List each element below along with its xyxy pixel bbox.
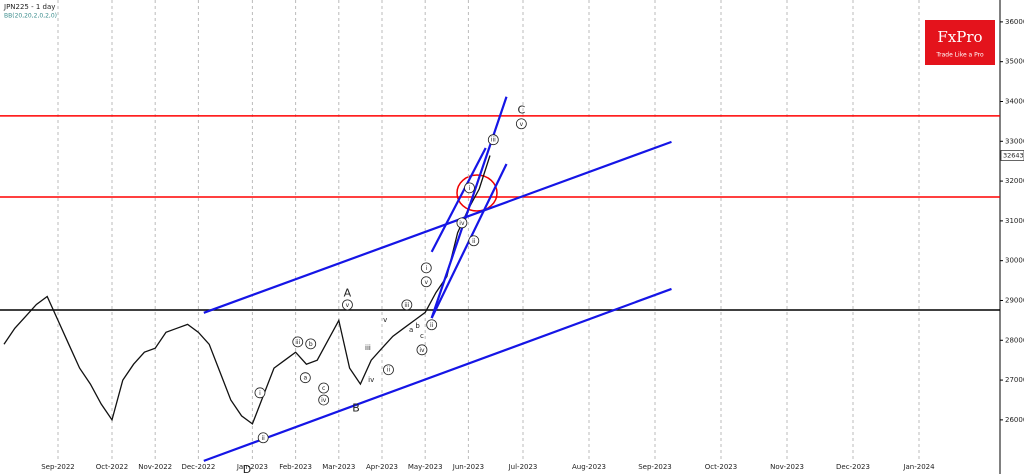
x-tick-label: Sep-2023	[638, 463, 672, 471]
wave-label: c	[322, 385, 325, 392]
wave-label: v	[520, 121, 524, 128]
trend-line	[203, 287, 672, 462]
wave-label: ii	[387, 367, 391, 374]
x-tick-label: Jan-2023	[236, 463, 268, 471]
x-tick-label: Oct-2023	[705, 463, 737, 471]
wave-label: iv	[321, 397, 327, 404]
x-tick-label: Oct-2022	[96, 463, 128, 471]
wave-circle	[420, 276, 432, 288]
wave-label: iii	[365, 344, 371, 352]
wave-circle	[305, 338, 317, 350]
x-tick-label: Mar-2023	[322, 463, 355, 471]
wave-label: ii	[472, 238, 476, 245]
wave-label: v	[346, 302, 350, 309]
logo-box	[925, 20, 995, 65]
y-tick-label: 31000	[1005, 217, 1024, 225]
wave-circle	[342, 299, 353, 311]
wave-circle	[468, 235, 480, 247]
wave-circle	[318, 394, 330, 406]
wave-circle	[464, 182, 475, 194]
wave-label: a	[303, 375, 307, 382]
x-tick-label: Feb-2023	[279, 463, 312, 471]
trend-line	[430, 96, 508, 319]
trend-line	[430, 147, 487, 253]
y-tick-label: 29000	[1005, 296, 1024, 304]
wave-circle	[257, 432, 269, 444]
wave-label: ii	[262, 435, 266, 442]
wave-circle	[416, 344, 428, 356]
x-tick-label: Dec-2022	[181, 463, 215, 471]
wave-label: A	[344, 286, 352, 299]
y-tick-label: 30000	[1005, 257, 1024, 265]
chart-title: JPN225 - 1 day	[3, 3, 55, 11]
logo-tagline: Trade Like a Pro	[935, 52, 984, 59]
wave-circle	[515, 118, 527, 130]
price-marker-label: 32643	[1003, 151, 1024, 159]
wave-label: iii	[295, 339, 300, 346]
wave-label: b	[309, 341, 313, 348]
wave-label: B	[352, 401, 360, 414]
wave-circle	[487, 134, 499, 146]
logo: FxPro Trade Like a Pro	[925, 20, 995, 65]
y-tick-label: 35000	[1005, 58, 1024, 66]
price-marker	[1000, 150, 1024, 161]
wave-circle	[456, 217, 468, 229]
wave-label: iv	[459, 220, 465, 227]
y-tick-label: 33000	[1005, 137, 1024, 145]
y-tick-label: 34000	[1005, 97, 1024, 105]
wave-circle	[426, 319, 438, 331]
wave-circle	[401, 299, 413, 311]
x-tick-label: Apr-2023	[366, 463, 398, 471]
wave-circle	[254, 387, 266, 399]
wave-label: iii	[404, 302, 409, 309]
wave-label: c	[420, 332, 424, 340]
x-tick-label: Nov-2023	[770, 463, 804, 471]
y-tick-label: 28000	[1005, 336, 1024, 344]
wave-label: i	[425, 265, 427, 272]
wave-circle	[318, 382, 330, 394]
wave-label: iv	[368, 376, 374, 384]
wave-circle	[292, 336, 304, 348]
x-tick-label: Jan-2024	[902, 463, 935, 471]
x-tick-label: Dec-2023	[836, 463, 870, 471]
wave-label: b	[415, 322, 420, 330]
wave-label: i	[259, 390, 261, 397]
wave-label: iv	[419, 347, 425, 354]
trend-line	[203, 140, 672, 314]
wave-label: i	[469, 185, 471, 192]
wave-circle	[420, 262, 432, 274]
highlight-ellipse	[456, 174, 498, 212]
x-tick-label: Nov-2022	[138, 463, 172, 471]
wave-label: iii	[491, 137, 496, 144]
logo-name: FxPro	[937, 28, 982, 46]
indicator-label: BB(20,20,2,0,2,0)	[4, 13, 57, 20]
y-tick-label: 32000	[1005, 177, 1024, 185]
x-tick-label: Aug-2023	[572, 463, 606, 471]
wave-label: v	[383, 316, 387, 324]
wave-label: C	[518, 103, 526, 116]
wave-circle	[299, 372, 311, 384]
y-tick-label: 27000	[1005, 376, 1024, 384]
price-line	[3, 155, 491, 425]
x-tick-label: Jun-2023	[452, 463, 484, 471]
y-tick-label: 26000	[1005, 416, 1024, 424]
wave-label: ii	[430, 322, 434, 329]
x-tick-label: Jul-2023	[508, 463, 538, 471]
x-tick-label: May-2023	[408, 463, 443, 471]
wave-label: a	[409, 326, 413, 334]
x-tick-label: Sep-2022	[41, 463, 75, 471]
wave-label: D	[243, 463, 251, 474]
wave-label: v	[424, 279, 428, 286]
wave-circle	[383, 364, 394, 376]
y-tick-label: 36000	[1005, 18, 1024, 26]
